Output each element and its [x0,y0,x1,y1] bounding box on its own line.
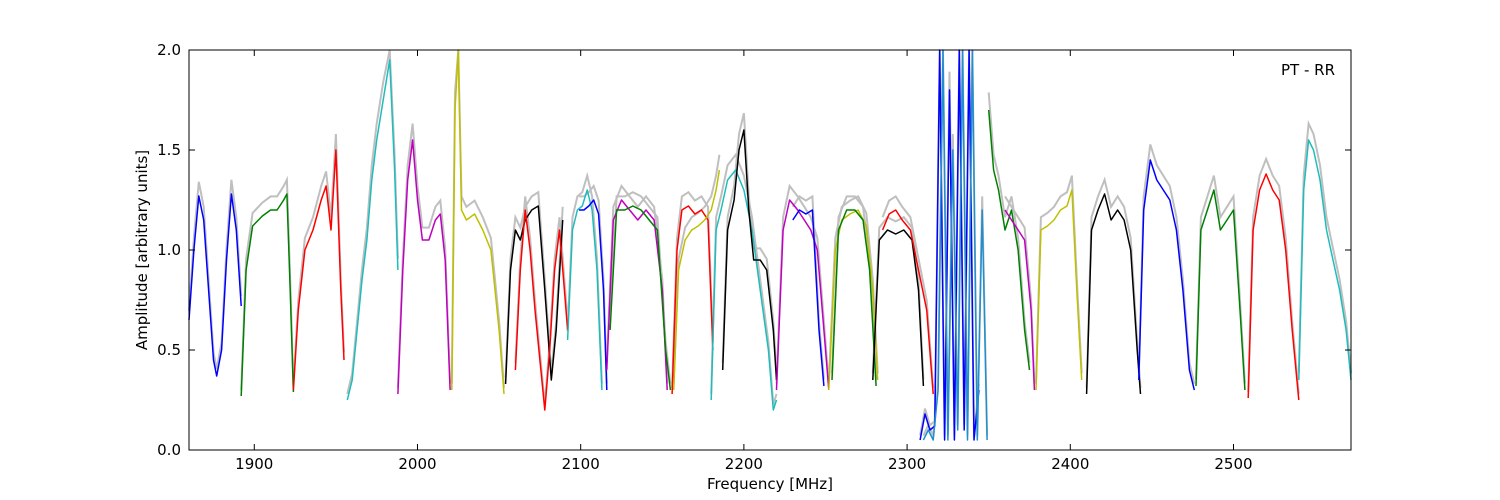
series-13-background-trace [672,154,721,384]
series-24-line [987,109,1031,371]
series-17-background-trace [791,194,825,380]
series-21-background-trace [881,195,935,388]
series-0-line [188,193,242,377]
series-19-background-trace [831,195,878,380]
y-tick-label: 0.0 [157,441,181,459]
series-23-line [922,49,988,441]
series-13-line [672,169,721,391]
series-5-line [451,49,505,395]
series-2-line [292,149,345,391]
series-20-background-trace [871,215,925,380]
series-7-line [514,209,569,411]
series-26-line [1035,189,1083,391]
series-24-background-trace [987,92,1031,363]
series-27-line [1085,193,1142,395]
series-9-line [579,199,608,391]
series-17-line [792,209,825,387]
series-30-background-trace [1247,156,1300,395]
tick-layer: 1900 2000 2100 2200 2300 2400 2500 0.0 0.5 1.0 1.5… [157,41,1351,473]
series-31-line [1298,139,1352,381]
series-4-background-trace [396,123,452,388]
series-31-background-trace [1297,119,1352,374]
series-0-background-trace [188,179,243,370]
series-15-line [721,129,778,381]
series-25-line [1004,209,1036,391]
series-layer [188,49,1352,441]
series-11-line [609,205,672,391]
series-28-line [1138,159,1196,391]
series-30-line [1247,173,1300,401]
series-8-background-trace [566,171,603,384]
series-3-background-trace [346,49,399,395]
series-18-line [828,209,879,391]
series-4-line [397,139,451,395]
x-axis-title: Frequency [MHz] [707,475,833,493]
x-tick-label: 2000 [398,455,436,473]
x-tick-label: 2500 [1214,455,1252,473]
x-tick-label: 2100 [562,455,600,473]
series-12-line [671,205,714,395]
series-16-line [775,199,830,391]
x-tick-label: 2200 [725,455,763,473]
series-18-background-trace [827,195,879,384]
series-26-background-trace [1035,175,1083,384]
series-8-line [566,189,603,391]
y-tick-label: 1.0 [157,241,181,259]
series-29-line [1195,189,1246,391]
series-21-line [881,209,934,395]
series-14-line [710,169,778,411]
y-axis-title: Amplitude [arbitrary units] [133,150,151,350]
x-tick-label: 2300 [888,455,926,473]
series-20-line [872,229,925,387]
series-16-background-trace [775,183,830,384]
plot-annotation: PT - RR [1281,61,1335,79]
series-6-line [504,205,564,385]
series-15-background-trace [721,112,778,374]
series-1-background-trace [240,175,295,390]
x-tick-label: 1900 [235,455,273,473]
series-19-line [831,209,877,387]
y-tick-label: 2.0 [157,41,181,59]
y-tick-label: 1.5 [157,141,181,159]
series-3-line [346,59,399,401]
series-1-line [240,193,295,397]
x-tick-label: 2400 [1051,455,1089,473]
y-tick-label: 0.5 [157,341,181,359]
